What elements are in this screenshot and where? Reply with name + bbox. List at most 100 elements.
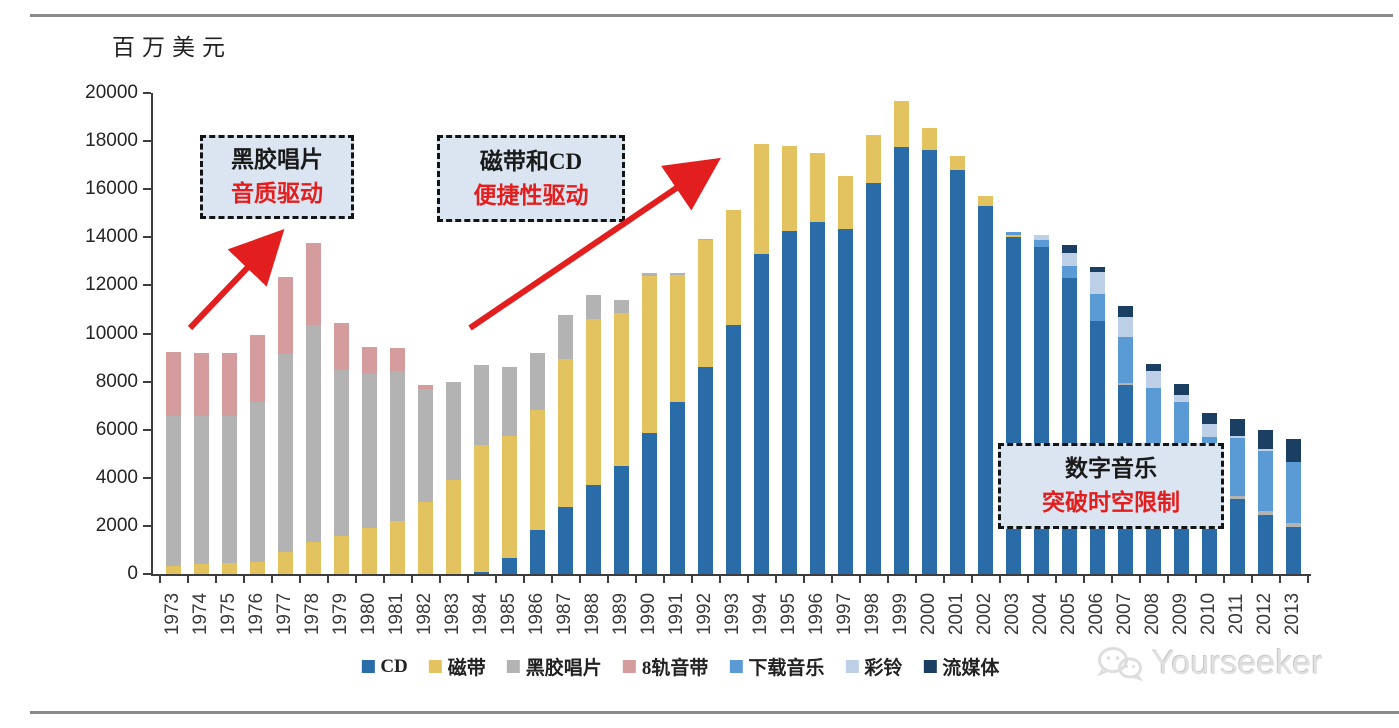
bar-1981-磁带 [389, 521, 405, 574]
x-tick [467, 576, 469, 583]
bar-2004-彩铃 [1033, 234, 1049, 240]
callout-cassette-cd-era: 磁带和CD 便捷性驱动 [437, 135, 625, 222]
wechat-icon [1096, 646, 1144, 681]
bar-1979-磁带 [333, 535, 349, 574]
bar-1978-8轨音带 [305, 243, 321, 326]
bar-1976-黑胶唱片 [249, 402, 265, 562]
legend-label: 彩铃 [864, 658, 903, 679]
bar-2010-彩铃 [1201, 423, 1217, 437]
bar-1976-磁带 [249, 561, 265, 574]
x-year-label-1995: 1995 [778, 592, 799, 636]
x-tick [383, 576, 385, 583]
legend-item-磁带: 磁带 [428, 653, 486, 680]
bar-1990-CD [641, 433, 657, 574]
x-tick [999, 576, 1001, 583]
bar-2008-下载音乐 [1145, 387, 1161, 446]
bar-1987-CD [557, 506, 573, 574]
x-year-label-2009: 2009 [1170, 592, 1191, 636]
bar-1998-CD [865, 183, 881, 574]
y-axis-line [151, 93, 153, 576]
legend-label: 磁带 [447, 658, 486, 679]
bar-2005-CD [1061, 278, 1077, 574]
x-year-label-2013: 2013 [1282, 592, 1303, 636]
bar-1983-黑胶唱片 [445, 381, 461, 481]
callout-cassette-cd-era-subtitle: 便捷性驱动 [473, 182, 589, 208]
legend-item-CD: CD [361, 656, 408, 678]
bar-1975-8轨音带 [221, 352, 237, 417]
x-tick [943, 576, 945, 583]
y-tick [143, 524, 151, 527]
bar-1987-磁带 [557, 358, 573, 507]
bar-1982-黑胶唱片 [417, 388, 433, 502]
x-tick [859, 576, 861, 583]
bar-1988-磁带 [585, 319, 601, 485]
bar-2001-CD [949, 169, 965, 574]
bar-1999-CD [893, 147, 909, 574]
x-tick [803, 576, 805, 583]
y-tick-label: 0 [127, 563, 138, 584]
bar-1982-磁带 [417, 501, 433, 574]
x-tick [187, 576, 189, 583]
x-tick [635, 576, 637, 583]
legend-label: 黑胶唱片 [525, 658, 602, 679]
legend-swatch [622, 660, 636, 673]
bar-2007-下载音乐 [1117, 337, 1133, 383]
bar-2009-彩铃 [1173, 394, 1189, 403]
x-year-label-1999: 1999 [890, 592, 911, 636]
x-tick [495, 576, 497, 583]
x-tick [831, 576, 833, 583]
bar-2008-彩铃 [1145, 370, 1161, 388]
x-year-label-1980: 1980 [358, 592, 379, 636]
x-tick [691, 576, 693, 583]
callout-digital-era-title: 数字音乐 [1065, 456, 1157, 481]
y-tick-label: 6000 [95, 418, 138, 440]
y-tick-label: 10000 [85, 322, 138, 344]
x-tick [915, 576, 917, 583]
bar-1987-黑胶唱片 [557, 315, 573, 359]
legend-swatch [361, 660, 375, 673]
y-tick-label: 20000 [85, 82, 138, 103]
bar-1993-CD [725, 325, 741, 574]
x-year-label-1988: 1988 [582, 592, 603, 636]
bar-2004-下载音乐 [1033, 239, 1049, 247]
x-tick [747, 576, 749, 583]
bar-2012-流媒体 [1257, 429, 1273, 449]
legend-item-流媒体: 流媒体 [923, 653, 999, 680]
x-tick [355, 576, 357, 583]
x-year-label-2011: 2011 [1226, 593, 1247, 635]
bar-2006-下载音乐 [1089, 293, 1105, 322]
bar-1998-磁带 [865, 135, 881, 184]
y-axis-unit-label: 百万美元 [112, 35, 232, 60]
x-year-label-1982: 1982 [414, 592, 435, 636]
bar-2005-流媒体 [1061, 244, 1077, 253]
x-tick [215, 576, 217, 583]
x-year-label-2003: 2003 [1002, 592, 1023, 636]
bar-1996-CD [809, 221, 825, 574]
bar-1986-黑胶唱片 [529, 352, 545, 411]
bar-1985-CD [501, 558, 517, 574]
x-year-label-2008: 2008 [1142, 592, 1163, 636]
bar-1999-磁带 [893, 101, 909, 148]
callout-vinyl-era-title: 黑胶唱片 [231, 147, 323, 172]
x-year-label-1984: 1984 [470, 592, 491, 636]
bar-1990-磁带 [641, 275, 657, 434]
bar-2013-黑胶唱片 [1285, 523, 1301, 528]
x-tick [411, 576, 413, 583]
x-tick [663, 576, 665, 583]
bar-2006-流媒体 [1089, 267, 1105, 273]
x-year-label-1981: 1981 [386, 592, 407, 636]
bar-1975-磁带 [221, 563, 237, 574]
bar-1985-黑胶唱片 [501, 367, 517, 436]
y-tick-label: 16000 [85, 178, 138, 200]
bar-1991-磁带 [669, 274, 685, 403]
legend-label: 流媒体 [942, 658, 1000, 679]
bar-2013-流媒体 [1285, 439, 1301, 463]
x-tick [887, 576, 889, 583]
y-tick-label: 12000 [85, 274, 138, 296]
bar-2009-下载音乐 [1173, 402, 1189, 448]
top-divider-line [30, 14, 1393, 17]
legend-label: 下载音乐 [748, 658, 825, 679]
y-tick-label: 14000 [85, 226, 138, 248]
x-year-label-1976: 1976 [246, 592, 267, 636]
bar-1974-黑胶唱片 [193, 416, 209, 565]
